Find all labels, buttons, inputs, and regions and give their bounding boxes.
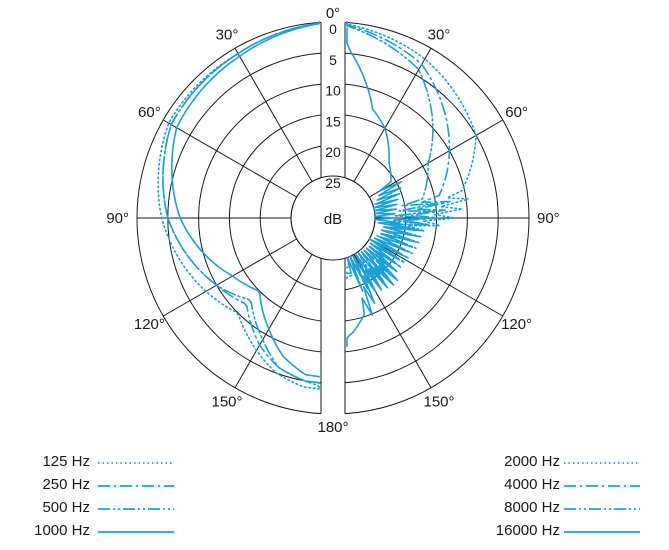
curve-125-hz: [157, 21, 320, 391]
angle-label: 90°: [106, 210, 129, 227]
angle-label: 0°: [326, 5, 340, 22]
curve-500-hz: [162, 21, 320, 391]
curve-8000-hz: [346, 21, 439, 293]
grid-spoke: [163, 238, 297, 317]
polar-pattern-chart: 0 5 10 15 20 25 dB 0° 30° 60° 90° 120° 150° 180° 30° 60…: [106, 5, 559, 436]
grid-spoke: [353, 48, 432, 182]
angle-label: 150°: [211, 394, 242, 411]
legend-label: 500 Hz: [42, 499, 90, 516]
grid-spoke: [234, 48, 313, 182]
radial-tick-label: 0: [329, 21, 337, 37]
legend-label: 16000 Hz: [495, 522, 560, 539]
polar-curves: [157, 21, 477, 391]
polar-grid: [136, 20, 530, 416]
legend-item-250-hz: 250 Hz: [0, 475, 200, 498]
legend-label: 1000 Hz: [34, 522, 90, 539]
legend-item-4000-hz: 4000 Hz: [440, 475, 669, 498]
legend-line-solid: [98, 531, 174, 533]
legend-line-dotted: [98, 462, 174, 464]
legend-line-dashdotdot: [98, 508, 174, 510]
radial-tick-label: 20: [325, 144, 341, 160]
legend-label: 125 Hz: [42, 453, 90, 470]
angle-label: 150°: [423, 394, 454, 411]
angle-label: 180°: [317, 419, 348, 436]
legend-item-500-hz: 500 Hz: [0, 498, 200, 521]
grid-spoke: [369, 238, 503, 317]
angle-label: 60°: [505, 104, 528, 121]
radial-tick-label: 25: [325, 175, 341, 191]
legend-label: 4000 Hz: [504, 476, 560, 493]
legend-line-dashdotdot: [564, 508, 640, 510]
angle-label: 120°: [134, 316, 165, 333]
legend-line-dashdot: [98, 485, 174, 487]
legend-item-2000-hz: 2000 Hz: [440, 452, 669, 475]
polar-labels: 0 5 10 15 20 25 dB 0° 30° 60° 90° 120° 150° 180° 30° 60…: [106, 5, 559, 436]
legend-line-dotted: [564, 462, 640, 464]
legend-item-125-hz: 125 Hz: [0, 452, 200, 475]
angle-label: 30°: [428, 26, 451, 43]
legend-line-solid: [564, 531, 640, 533]
radial-tick-label: 10: [325, 83, 341, 99]
legend-left: 125 Hz 250 Hz 500 Hz 1000 Hz: [0, 452, 200, 544]
radial-tick-label: 5: [329, 52, 337, 68]
angle-label: 60°: [138, 104, 161, 121]
radial-unit-label: dB: [324, 211, 342, 228]
grid-spoke: [163, 119, 297, 198]
vertical-gap: [321, 20, 345, 416]
grid-spoke: [234, 254, 313, 388]
legend-item-8000-hz: 8000 Hz: [440, 498, 669, 521]
radial-tick-label: 15: [325, 113, 341, 129]
legend-item-1000-hz: 1000 Hz: [0, 521, 200, 544]
grid-spoke: [369, 119, 503, 198]
curve-1000-hz: [171, 21, 320, 378]
legend-right: 2000 Hz 4000 Hz 8000 Hz 16000 Hz: [440, 452, 669, 544]
angle-label: 90°: [537, 210, 560, 227]
legend-label: 2000 Hz: [504, 453, 560, 470]
legend-label: 8000 Hz: [504, 499, 560, 516]
legend-line-dashdot: [564, 485, 640, 487]
curve-16000-hz: [346, 27, 415, 348]
angle-label: 120°: [501, 316, 532, 333]
legend-item-16000-hz: 16000 Hz: [440, 521, 669, 544]
legend-label: 250 Hz: [42, 476, 90, 493]
center-ring: [290, 175, 376, 261]
angle-label: 30°: [216, 26, 239, 43]
